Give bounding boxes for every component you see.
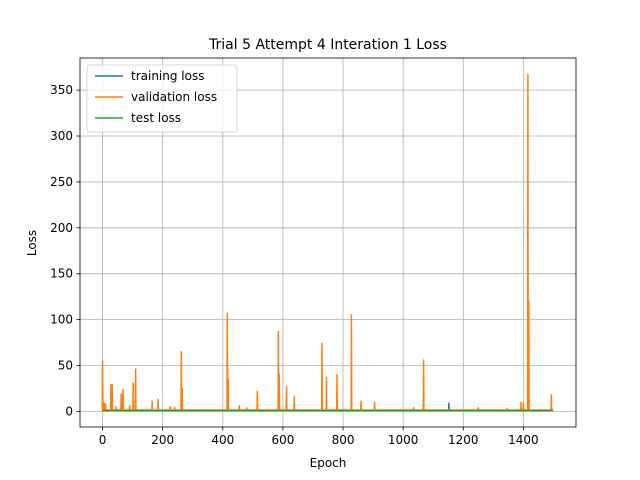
plot-frame — [79, 57, 577, 428]
x-tick-label: 200 — [151, 433, 174, 447]
legend-entry: test loss — [131, 111, 181, 125]
x-axis-label: Epoch — [310, 456, 347, 470]
x-tick-label: 1400 — [508, 433, 539, 447]
chart-title: Trial 5 Attempt 4 Interation 1 Loss — [208, 37, 447, 53]
legend-entry: training loss — [131, 69, 204, 83]
x-tick-label: 0 — [99, 433, 107, 447]
y-tick-label: 200 — [50, 221, 73, 235]
y-tick-label: 350 — [50, 83, 73, 97]
legend-box — [86, 64, 238, 133]
legend-entry: validation loss — [131, 90, 217, 104]
x-tick-label: 1200 — [448, 433, 479, 447]
y-tick-label: 150 — [50, 267, 73, 281]
y-tick-label: 300 — [50, 129, 73, 143]
x-tick-label: 400 — [211, 433, 234, 447]
x-tick-label: 1000 — [388, 433, 419, 447]
x-tick-label: 800 — [332, 433, 355, 447]
y-tick-label: 100 — [50, 313, 73, 327]
y-tick-label: 50 — [58, 359, 73, 373]
series-line — [101, 73, 554, 411]
legend: training loss validation loss test loss — [86, 64, 238, 133]
y-tick-label: 250 — [50, 175, 73, 189]
series-group — [101, 73, 554, 412]
x-tick-label: 600 — [271, 433, 294, 447]
axis-ticks: 0 200 400 600 800 1000 1200 1400 0 50 100 150 200 250… — [50, 83, 539, 447]
y-axis-label: Loss — [25, 230, 39, 256]
y-tick-label: 0 — [65, 404, 73, 418]
